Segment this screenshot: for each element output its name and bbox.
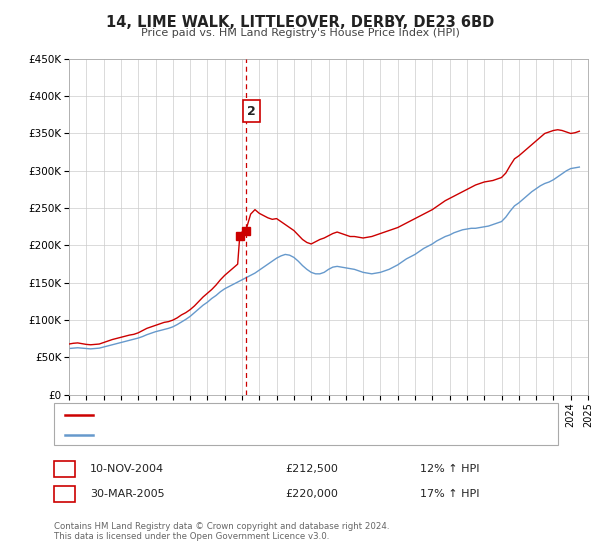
Text: 10-NOV-2004: 10-NOV-2004	[90, 464, 164, 474]
Text: HPI: Average price, detached house, City of Derby: HPI: Average price, detached house, City…	[98, 430, 359, 440]
Text: 14, LIME WALK, LITTLEOVER, DERBY, DE23 6BD (detached house): 14, LIME WALK, LITTLEOVER, DERBY, DE23 6…	[98, 410, 439, 420]
Text: Price paid vs. HM Land Registry's House Price Index (HPI): Price paid vs. HM Land Registry's House …	[140, 28, 460, 38]
Text: 17% ↑ HPI: 17% ↑ HPI	[420, 489, 479, 499]
Text: £220,000: £220,000	[286, 489, 338, 499]
Text: 2: 2	[61, 487, 68, 501]
Text: 14, LIME WALK, LITTLEOVER, DERBY, DE23 6BD: 14, LIME WALK, LITTLEOVER, DERBY, DE23 6…	[106, 15, 494, 30]
Text: 1: 1	[61, 463, 68, 476]
Text: 30-MAR-2005: 30-MAR-2005	[90, 489, 164, 499]
Text: 12% ↑ HPI: 12% ↑ HPI	[420, 464, 479, 474]
Text: £212,500: £212,500	[286, 464, 338, 474]
Text: Contains HM Land Registry data © Crown copyright and database right 2024.
This d: Contains HM Land Registry data © Crown c…	[54, 522, 389, 542]
Text: 2: 2	[247, 105, 256, 118]
